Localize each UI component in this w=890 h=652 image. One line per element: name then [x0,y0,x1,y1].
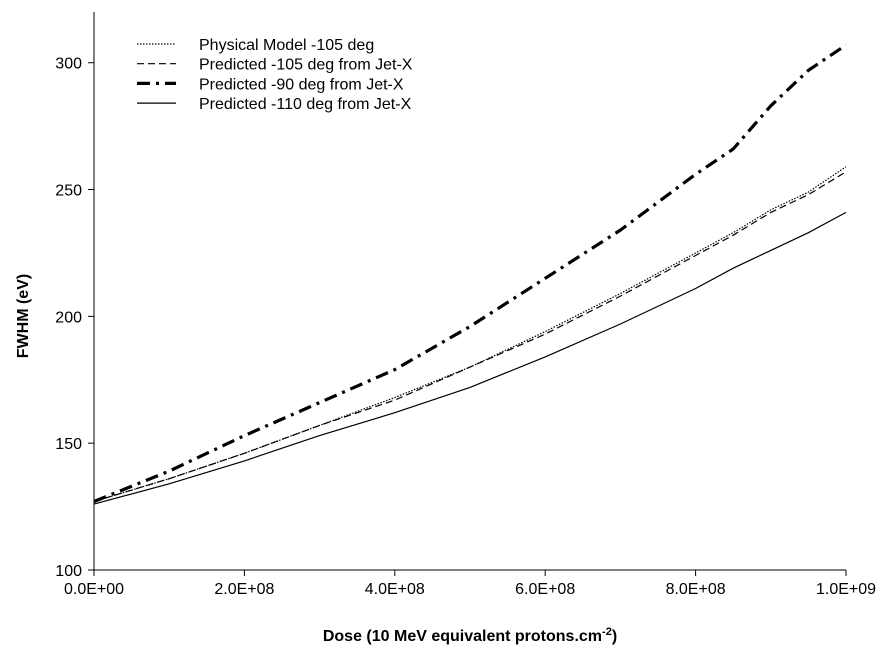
y-tick-label: 250 [55,183,82,200]
x-axis-ticks: 0.0E+00 2.0E+08 4.0E+08 6.0E+08 8.0E+08 1.0E+… [64,570,876,598]
y-axis-ticks: 100 150 200 250 300 [55,56,94,580]
legend: Physical Model -105 deg Predicted -105 de… [137,37,413,113]
x-tick-label: 0.0E+00 [64,581,124,598]
legend-label-3: Predicted -90 deg from Jet-X [199,76,404,93]
legend-label-1: Physical Model -105 deg [199,37,374,54]
x-tick-label: 6.0E+08 [515,581,575,598]
y-tick-label: 100 [55,563,82,580]
x-tick-label: 4.0E+08 [365,581,425,598]
x-tick-label: 1.0E+09 [816,581,876,598]
axes [93,12,846,571]
legend-label-2: Predicted -105 deg from Jet-X [199,57,413,74]
x-axis-title: Dose (10 MeV equivalent protons.cm-2) [323,626,617,645]
y-tick-label: 200 [55,309,82,326]
y-axis-title: FWHM (eV) [15,274,32,358]
x-tick-label: 2.0E+08 [214,581,274,598]
legend-label-4: Predicted -110 deg from Jet-X [199,96,412,113]
series-line-3 [93,43,847,503]
series-line-4 [93,211,847,505]
y-tick-label: 300 [55,56,82,73]
x-tick-label: 8.0E+08 [666,581,726,598]
plot-area [93,43,847,505]
series-line-1 [93,166,847,503]
series-line-2 [93,171,847,503]
y-tick-label: 150 [55,436,82,453]
